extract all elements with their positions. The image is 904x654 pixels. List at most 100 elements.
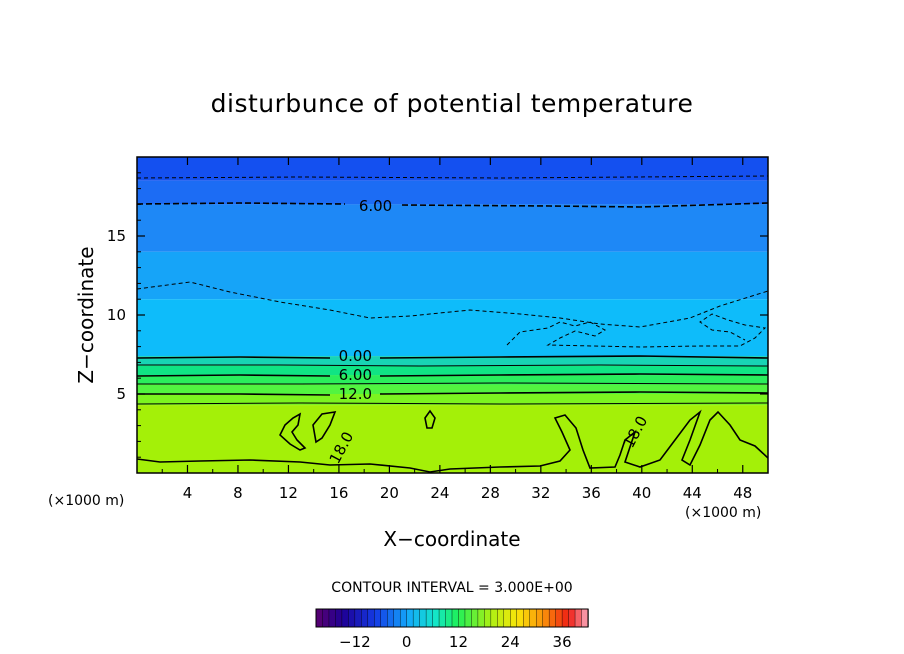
colorbar-swatch	[406, 608, 414, 628]
colorbar-tick-label: 24	[501, 633, 520, 651]
contour-line-eighteen-blob1	[279, 412, 307, 451]
field-band-4	[137, 299, 768, 357]
x-unit-right: (×1000 m)	[685, 505, 761, 521]
colorbar-swatch	[354, 608, 363, 628]
field-fill	[137, 157, 768, 473]
colorbar-swatch	[555, 608, 563, 628]
contour-label: 6.00	[359, 197, 392, 215]
colorbar-swatch	[484, 608, 492, 628]
colorbar-swatch	[542, 608, 550, 628]
contour-label: 6.00	[339, 366, 372, 384]
x-unit-left: (×1000 m)	[48, 493, 124, 509]
field-band-0	[137, 157, 768, 181]
y-axis-label: Z−coordinate	[74, 246, 98, 383]
y-tick-label: 10	[107, 306, 126, 324]
x-tick-label: 40	[632, 484, 651, 502]
colorbar-swatch	[574, 608, 583, 628]
colorbar-tick-label: 36	[553, 633, 572, 651]
contour-line-thin-a	[137, 364, 768, 367]
field-band-10	[137, 405, 768, 473]
colorbar-swatch	[419, 608, 427, 628]
colorbar-swatch	[561, 608, 570, 628]
colorbar-swatch	[523, 608, 531, 628]
x-tick-label: 8	[233, 484, 243, 502]
contour-label: 12.0	[339, 385, 372, 403]
field-band-5	[137, 356, 768, 366]
y-tick-label: 5	[116, 385, 126, 403]
y-axis: 5 10 15	[107, 172, 768, 458]
contour-line-six	[137, 373, 768, 377]
colorbar-swatch	[464, 608, 473, 628]
x-tick-label: 12	[279, 484, 298, 502]
contour-line-dashed-low	[506, 313, 767, 348]
colorbar-swatch	[548, 608, 557, 628]
colorbar-swatch	[451, 608, 460, 628]
colorbar-swatch	[581, 608, 589, 628]
contour-interval-label: CONTOUR INTERVAL = 3.000E+00	[331, 580, 572, 596]
colorbar-swatch	[425, 608, 434, 628]
contour-line-twelve	[137, 391, 768, 396]
colorbar-frame	[315, 608, 589, 628]
chart-title: disturbunce of potential temperature	[211, 89, 694, 118]
colorbar-swatch	[529, 608, 537, 628]
colorbar-swatch	[367, 608, 375, 628]
contour-line-dashed-upper	[137, 202, 768, 208]
x-tick-label: 36	[582, 484, 601, 502]
colorbar-tick-label: 0	[402, 633, 412, 651]
contour-line-eighteen-blob2	[312, 410, 337, 444]
colorbar-tick-label: −12	[339, 633, 371, 651]
contour-line-thin-b	[137, 382, 768, 385]
colorbar-swatch	[477, 608, 486, 628]
colorbar-swatch	[348, 608, 356, 628]
colorbar-swatch	[341, 608, 350, 628]
colorbar-swatch	[516, 608, 524, 628]
x-tick-label: 20	[380, 484, 399, 502]
colorbar-swatch	[432, 608, 440, 628]
contour-line-zero	[137, 355, 768, 359]
x-tick-label: 28	[481, 484, 500, 502]
colorbar-swatch	[535, 608, 544, 628]
contour-line-dashed-mid	[137, 281, 768, 328]
field-band-2	[137, 204, 768, 252]
contour-line-eighteen-blob3	[424, 409, 436, 429]
contour-line-thin-c	[137, 402, 768, 405]
contour-line-dashed-top	[137, 175, 768, 179]
field-band-8	[137, 384, 768, 394]
colorbar-swatch	[374, 608, 382, 628]
colorbar-swatch	[328, 608, 337, 628]
y-tick-label: 15	[107, 227, 126, 245]
x-tick-label: 24	[430, 484, 449, 502]
colorbar-swatch	[399, 608, 408, 628]
colorbar-tick-label: 12	[449, 633, 468, 651]
x-axis: 4 8 12 16 20 24 28 32 36 40 44 48	[161, 157, 752, 502]
colorbar-swatch	[471, 608, 479, 628]
field-band-1	[137, 180, 768, 205]
colorbar-swatch	[361, 608, 369, 628]
x-tick-label: 48	[733, 484, 752, 502]
colorbar-swatch	[387, 608, 395, 628]
x-tick-label: 4	[183, 484, 193, 502]
colorbar-swatch	[497, 608, 505, 628]
colorbar-swatch	[322, 608, 330, 628]
x-tick-label: 16	[329, 484, 348, 502]
colorbar-swatch	[458, 608, 466, 628]
x-tick-label: 32	[531, 484, 550, 502]
colorbar-swatch	[393, 608, 401, 628]
colorbar-swatch	[510, 608, 518, 628]
colorbar-swatch	[335, 608, 343, 628]
colorbar-swatch	[568, 608, 576, 628]
contour-label: 0.00	[339, 347, 372, 365]
field-band-7	[137, 375, 768, 385]
x-axis-label: X−coordinate	[383, 527, 520, 551]
colorbar-swatch	[438, 608, 447, 628]
colorbar-swatch	[490, 608, 499, 628]
colorbar-swatch	[445, 608, 453, 628]
colorbar-swatch	[412, 608, 421, 628]
field-band-6	[137, 365, 768, 376]
colorbar-swatch	[503, 608, 511, 628]
colorbar-swatch	[380, 608, 388, 628]
colorbar	[315, 608, 589, 628]
colorbar-swatch	[315, 608, 324, 628]
x-tick-label: 44	[683, 484, 702, 502]
